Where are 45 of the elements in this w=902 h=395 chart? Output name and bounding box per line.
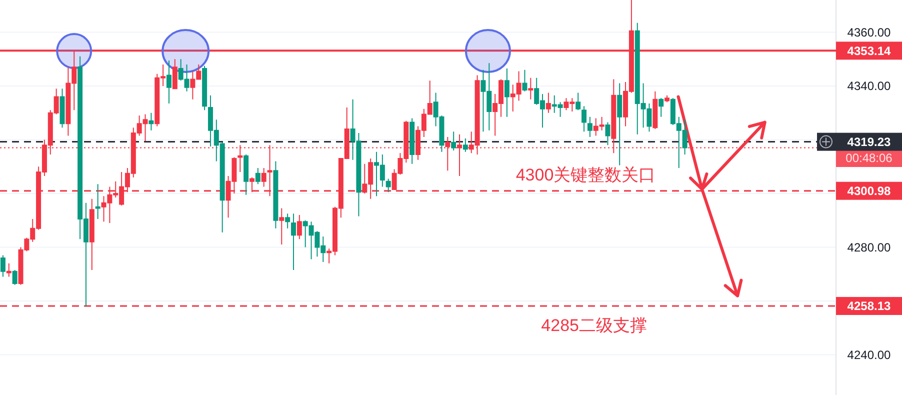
candlestick bbox=[255, 167, 260, 185]
annotation: 4300关键整数关口 bbox=[516, 166, 656, 185]
candlestick bbox=[95, 184, 100, 220]
candlestick bbox=[582, 106, 587, 132]
candlestick bbox=[89, 198, 94, 271]
candlestick bbox=[172, 58, 178, 90]
candlestick bbox=[244, 154, 249, 196]
candlestick bbox=[652, 90, 658, 130]
y-tick-label: 4280.00 bbox=[847, 240, 892, 254]
candlestick bbox=[285, 213, 290, 229]
candlestick bbox=[261, 167, 266, 188]
candlestick bbox=[587, 116, 592, 138]
candlestick bbox=[410, 118, 415, 164]
candlestick bbox=[6, 262, 12, 278]
candlestick bbox=[504, 68, 510, 118]
candlestick bbox=[605, 122, 610, 146]
candlestick bbox=[296, 214, 302, 240]
candlestick bbox=[148, 112, 154, 131]
candlestick bbox=[0, 254, 6, 278]
ref-line-label: 4353.14 bbox=[847, 44, 892, 58]
candlestick bbox=[462, 138, 468, 152]
candlestick bbox=[12, 270, 18, 286]
candlestick bbox=[546, 92, 551, 114]
candlestick bbox=[451, 131, 456, 151]
candlestick bbox=[522, 69, 528, 92]
annotation: 4285二级支撑 bbox=[541, 316, 648, 336]
ref-line-label: 4319.23 bbox=[847, 134, 892, 149]
candlestick bbox=[386, 178, 391, 193]
candlestick bbox=[617, 82, 622, 166]
ref-line-label: 4258.13 bbox=[847, 299, 892, 314]
y-tick-label: 4340.00 bbox=[847, 79, 892, 94]
candlestick bbox=[279, 208, 284, 246]
ref-line-label: 4300.98 bbox=[847, 184, 892, 198]
y-tick-label: 4360.00 bbox=[847, 25, 892, 40]
candlestick bbox=[528, 77, 534, 100]
candlestick bbox=[664, 94, 670, 103]
y-tick-label: 4240.00 bbox=[847, 348, 892, 362]
text: 00:48:06 bbox=[846, 151, 893, 166]
candlestick bbox=[60, 88, 65, 128]
candlestick bbox=[273, 160, 278, 229]
candlestick bbox=[290, 213, 296, 271]
candlestick bbox=[166, 60, 172, 104]
candlestick bbox=[576, 92, 581, 111]
candlestick bbox=[658, 98, 664, 118]
candlestick bbox=[202, 65, 208, 111]
